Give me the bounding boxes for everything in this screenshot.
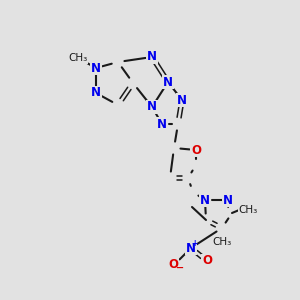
Text: CH₃: CH₃	[238, 205, 258, 215]
Text: N: N	[200, 194, 210, 206]
Text: O: O	[202, 254, 212, 268]
Text: N: N	[186, 242, 196, 254]
Text: N: N	[147, 50, 157, 64]
Text: N: N	[163, 76, 173, 88]
Text: N: N	[223, 194, 233, 206]
Text: O: O	[168, 257, 178, 271]
Text: −: −	[176, 263, 184, 273]
Text: N: N	[177, 94, 187, 106]
Text: N: N	[147, 100, 157, 113]
Text: N: N	[91, 86, 101, 100]
Text: CH₃: CH₃	[212, 237, 232, 247]
Text: +: +	[191, 239, 197, 248]
Text: CH₃: CH₃	[68, 53, 88, 63]
Text: N: N	[157, 118, 167, 130]
Text: N: N	[91, 61, 101, 74]
Text: O: O	[191, 143, 201, 157]
